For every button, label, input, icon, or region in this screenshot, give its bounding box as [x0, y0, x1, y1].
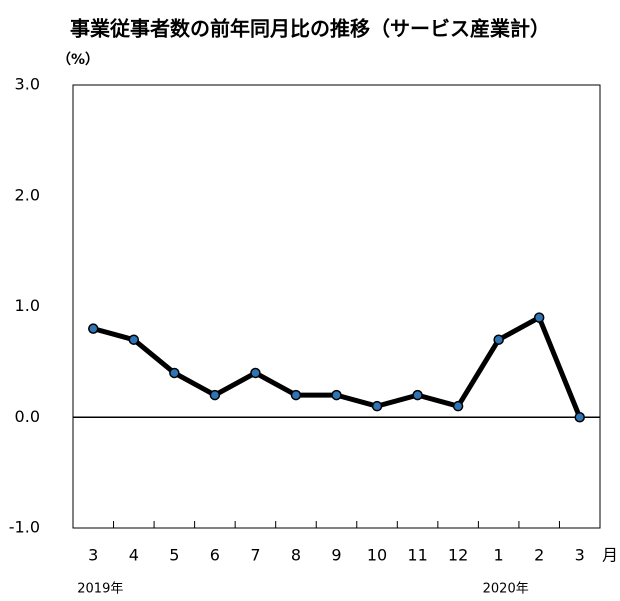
x-tick-label: 6: [210, 546, 220, 565]
data-point: [574, 412, 585, 423]
x-tick-label: 9: [331, 546, 341, 565]
x-tick-label: 12: [448, 546, 468, 565]
x-tick-label: 2: [534, 546, 544, 565]
x-tick-label: 5: [169, 546, 179, 565]
x-tick-label: 8: [291, 546, 301, 565]
x-tick-label: 1: [494, 546, 504, 565]
x-tick-label: 3: [88, 546, 98, 565]
x-tick-label: 4: [129, 546, 139, 565]
y-tick-label: 2.0: [15, 185, 40, 204]
data-point: [493, 334, 504, 345]
x-tick-label: 11: [407, 546, 427, 565]
year-label: 2020年: [483, 582, 529, 597]
data-point: [412, 389, 423, 401]
data-point: [290, 389, 302, 401]
y-axis-unit: （%）: [57, 52, 99, 68]
y-tick-label: 0.0: [15, 407, 40, 426]
x-tick-label: 3: [575, 546, 585, 565]
plot-frame: [72, 84, 601, 529]
x-tick-label: 10: [367, 546, 387, 565]
data-point: [128, 334, 140, 345]
y-tick-label: 3.0: [15, 75, 40, 94]
data-point: [209, 389, 221, 401]
data-point: [371, 400, 383, 412]
data-point: [331, 389, 342, 401]
y-tick-label: 1.0: [15, 296, 40, 315]
data-point: [533, 312, 545, 323]
data-point: [250, 367, 261, 379]
data-point: [452, 400, 464, 412]
data-point: [88, 323, 99, 334]
data-line: [92, 315, 583, 419]
x-axis-unit: 月: [602, 546, 618, 565]
year-label: 2019年: [77, 582, 123, 597]
x-tick-label: 7: [250, 546, 260, 565]
chart-title: 事業従事者数の前年同月比の推移（サービス産業計）: [70, 17, 550, 41]
data-point: [169, 367, 180, 379]
y-tick-label: -1.0: [9, 518, 40, 537]
